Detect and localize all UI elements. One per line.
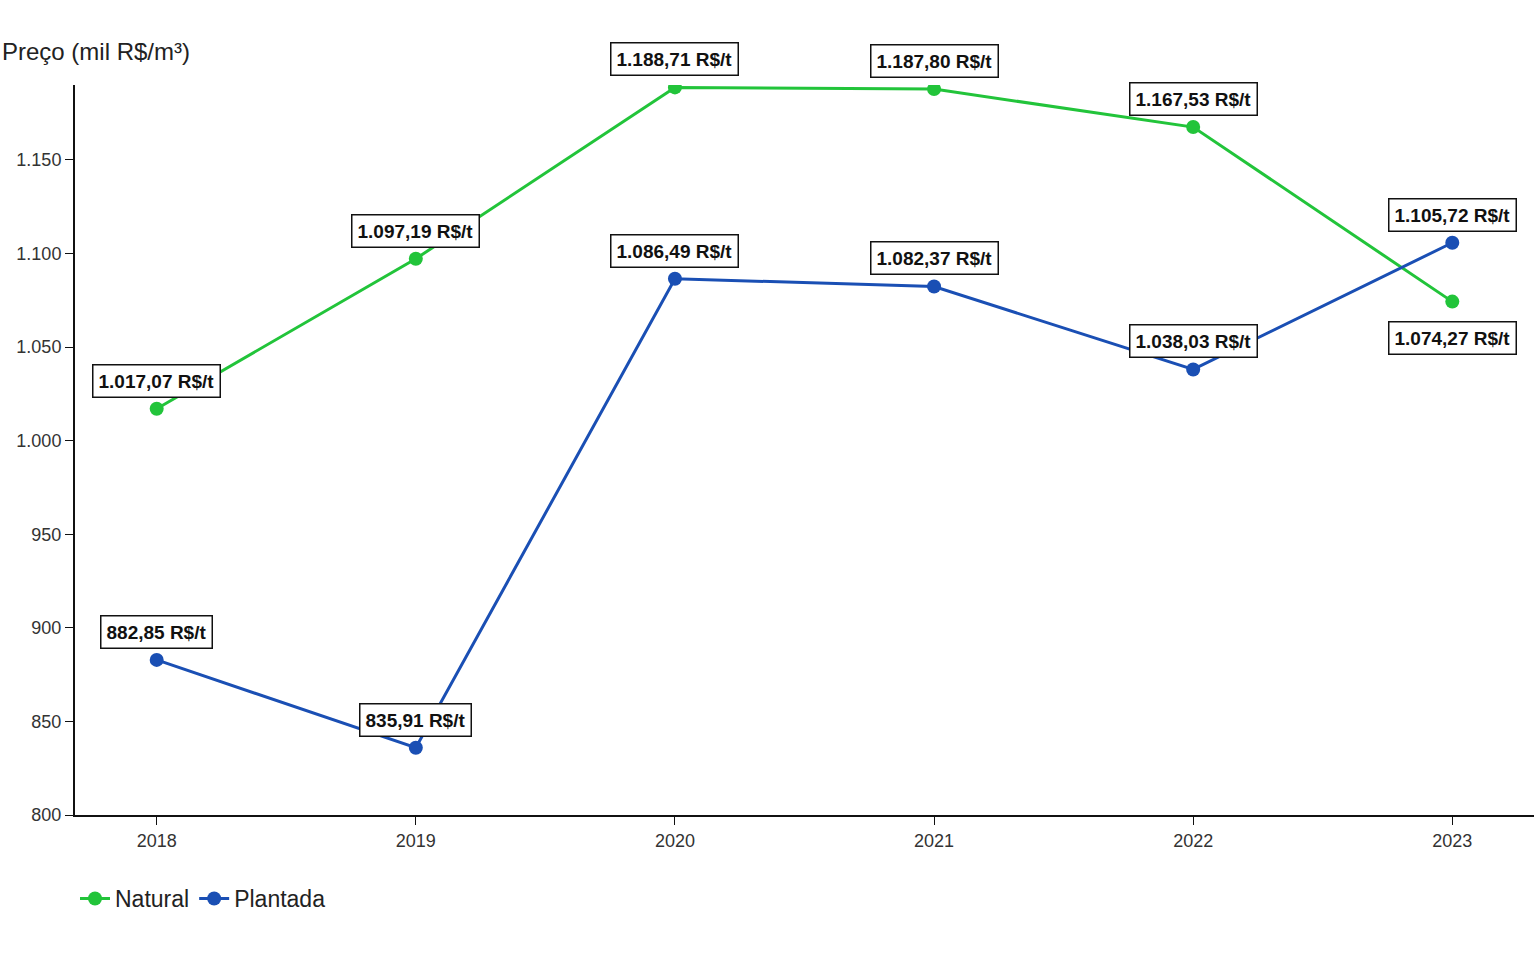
svg-text:1.017,07 R$/t: 1.017,07 R$/t [99,371,215,392]
svg-text:Preço (mil R$/m³): Preço (mil R$/m³) [2,38,190,65]
svg-text:2019: 2019 [396,831,436,851]
svg-text:900: 900 [31,618,61,638]
svg-text:1.082,37 R$/t: 1.082,37 R$/t [877,248,993,269]
svg-text:1.167,53 R$/t: 1.167,53 R$/t [1136,89,1252,110]
svg-text:1.150: 1.150 [16,150,61,170]
svg-text:2023: 2023 [1432,831,1472,851]
svg-text:800: 800 [31,805,61,825]
svg-text:1.074,27 R$/t: 1.074,27 R$/t [1395,328,1511,349]
svg-text:2020: 2020 [655,831,695,851]
svg-text:1.100: 1.100 [16,244,61,264]
svg-text:Plantada: Plantada [234,886,325,912]
svg-text:1.038,03 R$/t: 1.038,03 R$/t [1136,331,1252,352]
svg-text:1.097,19 R$/t: 1.097,19 R$/t [358,221,474,242]
svg-text:835,91 R$/t: 835,91 R$/t [366,710,466,731]
svg-text:2018: 2018 [137,831,177,851]
svg-text:2022: 2022 [1173,831,1213,851]
svg-text:2021: 2021 [914,831,954,851]
svg-text:882,85 R$/t: 882,85 R$/t [107,622,207,643]
svg-text:850: 850 [31,712,61,732]
svg-text:1.050: 1.050 [16,337,61,357]
svg-text:950: 950 [31,525,61,545]
svg-text:1.086,49 R$/t: 1.086,49 R$/t [617,241,733,262]
svg-text:1.188,71 R$/t: 1.188,71 R$/t [617,49,733,70]
svg-text:1.187,80 R$/t: 1.187,80 R$/t [877,51,993,72]
svg-text:1.000: 1.000 [16,431,61,451]
svg-text:Natural: Natural [115,886,189,912]
svg-text:1.105,72 R$/t: 1.105,72 R$/t [1395,205,1511,226]
